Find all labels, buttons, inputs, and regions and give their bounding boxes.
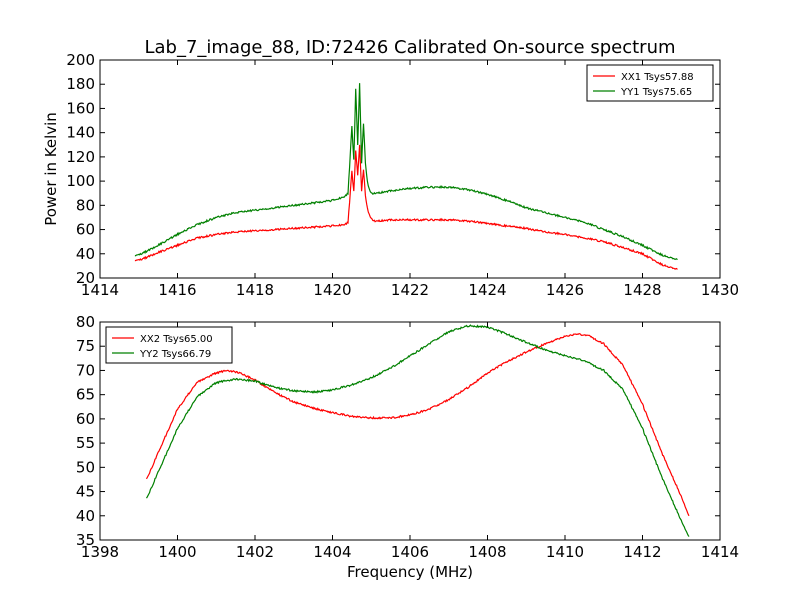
legend-label: YY2 Tsys66.79 — [139, 349, 211, 360]
y-tick-label: 140 — [66, 124, 95, 142]
y-tick-label: 80 — [76, 196, 95, 214]
x-tick-label: 1404 — [313, 543, 351, 561]
y-tick-label: 60 — [76, 221, 95, 239]
series-line-xx — [134, 144, 678, 270]
x-tick-label: 1416 — [158, 281, 196, 299]
y-tick-label: 45 — [76, 483, 95, 501]
legend-label: XX2 Tsys65.00 — [140, 334, 213, 345]
x-tick-label: 1420 — [313, 281, 351, 299]
x-tick-label: 1414 — [81, 281, 119, 299]
y-tick-label: 70 — [76, 361, 95, 379]
legend-label: XX1 Tsys57.88 — [621, 72, 694, 83]
series-line-yy — [145, 324, 690, 537]
x-axis-label: Frequency (MHz) — [347, 563, 473, 581]
y-tick-label: 50 — [76, 458, 95, 476]
series-line-xx — [145, 333, 690, 517]
y-tick-label: 75 — [76, 337, 95, 355]
x-tick-label: 1422 — [391, 281, 429, 299]
x-tick-label: 1410 — [546, 543, 584, 561]
y-tick-label: 40 — [76, 507, 95, 525]
legend-box — [105, 326, 233, 364]
y-tick-label: 35 — [76, 531, 95, 549]
x-tick-label: 1418 — [236, 281, 274, 299]
y-tick-label: 80 — [76, 313, 95, 331]
y-tick-label: 40 — [76, 245, 95, 263]
series-line-yy — [134, 83, 678, 261]
x-tick-label: 1430 — [701, 281, 739, 299]
y-tick-label: 100 — [66, 172, 95, 190]
legend-label: YY1 Tsys75.65 — [620, 87, 692, 98]
x-tick-label: 1400 — [158, 543, 196, 561]
y-tick-label: 60 — [76, 410, 95, 428]
y-tick-label: 160 — [66, 99, 95, 117]
top-spectrum-panel: 1414 1416 1418 1420 1422 1424 1426 1428 1430 20 40… — [42, 51, 739, 299]
x-tick-label: 1408 — [468, 543, 506, 561]
x-tick-label: 1424 — [468, 281, 506, 299]
x-tick-label: 1426 — [546, 281, 584, 299]
legend-box — [586, 64, 714, 102]
x-tick-label: 1412 — [623, 543, 661, 561]
figure-title: Lab_7_image_88, ID:72426 Calibrated On-s… — [144, 37, 675, 58]
y-tick-label: 65 — [76, 386, 95, 404]
x-tick-label: 1406 — [391, 543, 429, 561]
y-tick-label: 120 — [66, 148, 95, 166]
y-tick-label: 20 — [76, 269, 95, 287]
x-tick-label: 1402 — [236, 543, 274, 561]
y-tick-label: 180 — [66, 75, 95, 93]
y-tick-label: 55 — [76, 434, 95, 452]
y-tick-label: 200 — [66, 51, 95, 69]
x-tick-label: 1398 — [81, 543, 119, 561]
x-tick-label: 1428 — [623, 281, 661, 299]
bottom-spectrum-panel: 1398 1400 1402 1404 1406 1408 1410 1412 1414 35 40… — [76, 313, 739, 581]
y-axis-label: Power in Kelvin — [42, 112, 60, 226]
x-tick-label: 1414 — [701, 543, 739, 561]
